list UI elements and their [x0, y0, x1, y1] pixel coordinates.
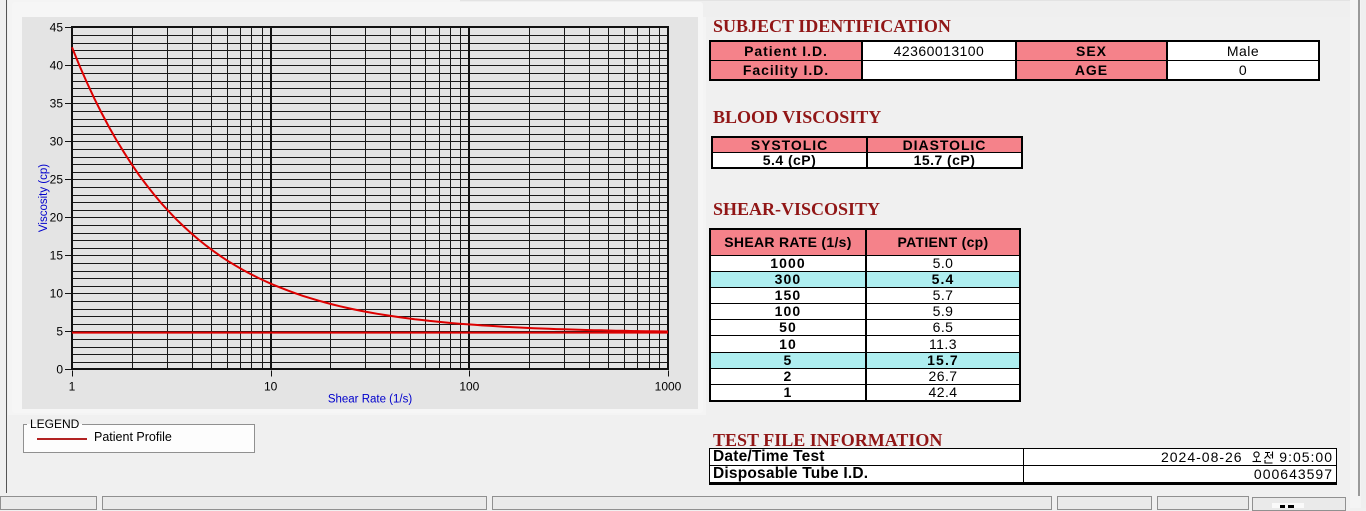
svg-text:1: 1: [69, 380, 76, 394]
svg-text:20: 20: [50, 211, 64, 225]
svg-text:100: 100: [459, 380, 479, 394]
svg-text:0: 0: [56, 363, 63, 377]
svg-text:Viscosity (cp): Viscosity (cp): [38, 164, 50, 232]
svg-text:10: 10: [264, 380, 278, 394]
svg-text:5: 5: [56, 325, 63, 339]
svg-text:10: 10: [50, 287, 64, 301]
svg-text:45: 45: [50, 21, 64, 35]
svg-text:40: 40: [50, 59, 64, 73]
svg-text:15: 15: [50, 249, 64, 263]
svg-text:Shear Rate (1/s): Shear Rate (1/s): [328, 394, 413, 406]
svg-text:25: 25: [50, 173, 64, 187]
svg-text:35: 35: [50, 97, 64, 111]
svg-text:1000: 1000: [655, 380, 682, 394]
svg-text:30: 30: [50, 135, 64, 149]
